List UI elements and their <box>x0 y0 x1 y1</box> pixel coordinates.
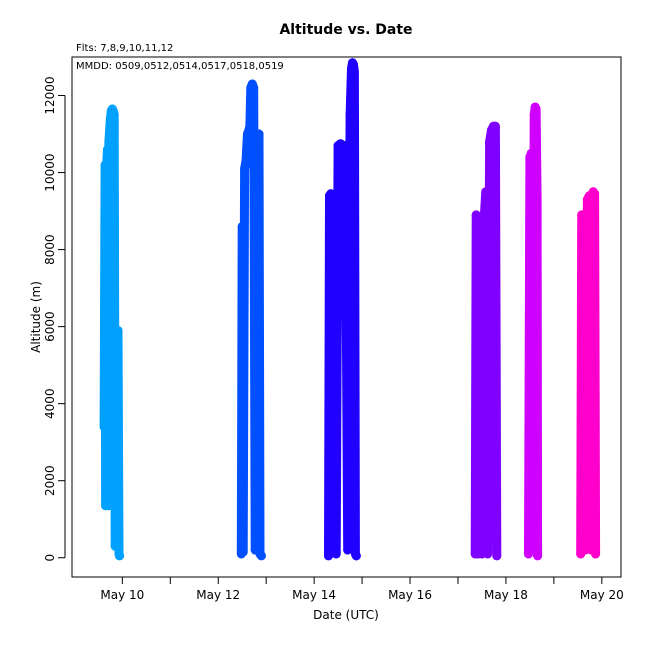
y-tick-label: 10000 <box>43 154 57 192</box>
data-point <box>104 137 114 147</box>
series-3 <box>324 58 361 561</box>
y-tick-label: 2000 <box>43 465 57 496</box>
x-tick-label: May 12 <box>196 588 240 602</box>
data-point <box>349 67 359 77</box>
series-6-trace <box>576 187 601 559</box>
y-tick-label: 8000 <box>43 234 57 265</box>
data-point <box>112 437 122 447</box>
chart-subtitle: Flts: 7,8,9,10,11,12 <box>76 43 173 54</box>
data-point <box>483 549 493 559</box>
data-point <box>331 549 341 559</box>
data-point <box>533 551 543 561</box>
x-tick-label: May 10 <box>100 588 144 602</box>
y-tick-label: 12000 <box>43 76 57 114</box>
x-tick-label: May 16 <box>388 588 432 602</box>
axes-layer: May 10 May 12 May 14 May 16 May 18 May 20 0 200… <box>43 76 624 602</box>
series-2-trace <box>236 79 266 561</box>
data-point <box>240 164 250 174</box>
data-point <box>343 545 353 555</box>
data-point <box>479 218 489 228</box>
chart-annotation: MMDD: 0509,0512,0514,0517,0518,0519 <box>76 61 284 72</box>
data-point <box>490 121 500 131</box>
y-axis-label: Altitude (m) <box>29 281 43 353</box>
y-tick-label: 6000 <box>43 311 57 342</box>
data-point <box>471 210 481 220</box>
x-tick-label: May 20 <box>580 588 624 602</box>
series-4 <box>470 121 502 561</box>
data-point <box>492 551 502 561</box>
data-point <box>245 121 255 131</box>
x-axis-label: Date (UTC) <box>313 608 379 622</box>
data-point <box>241 156 251 166</box>
data-point <box>113 326 123 335</box>
data-point <box>115 551 124 561</box>
y-tick-label: 0 <box>43 554 57 562</box>
data-point <box>590 189 600 199</box>
x-tick-label: May 14 <box>292 588 336 602</box>
data-point <box>249 83 259 93</box>
series-5-trace <box>524 102 543 561</box>
data-point <box>526 148 536 158</box>
data-point <box>256 551 266 561</box>
data-point <box>475 237 485 247</box>
data-point <box>340 141 350 151</box>
data-point <box>238 547 248 557</box>
series-2 <box>236 79 266 561</box>
data-point <box>531 104 541 114</box>
chart-title: Altitude vs. Date <box>279 22 412 38</box>
data-point <box>237 222 247 231</box>
x-tick-label: May 18 <box>484 588 528 602</box>
data-point <box>103 501 113 511</box>
data-point <box>102 164 111 174</box>
data-point <box>103 144 112 154</box>
data-point <box>485 137 495 147</box>
data-point <box>349 60 358 70</box>
data-point <box>351 551 361 561</box>
data-point <box>329 191 339 201</box>
data-point <box>105 121 115 131</box>
series-1 <box>99 104 124 561</box>
data-point <box>99 422 109 432</box>
data-point <box>254 129 264 139</box>
data-point <box>345 110 355 120</box>
y-tick-label: 4000 <box>43 388 57 419</box>
series-5 <box>524 102 543 561</box>
series-layer <box>99 58 601 561</box>
data-point <box>110 541 120 551</box>
data-point <box>532 195 542 204</box>
data-point <box>481 187 491 197</box>
series-6 <box>576 187 601 559</box>
plot-frame <box>71 56 622 578</box>
data-point <box>579 214 589 224</box>
data-point <box>591 549 601 559</box>
data-point <box>109 110 119 120</box>
